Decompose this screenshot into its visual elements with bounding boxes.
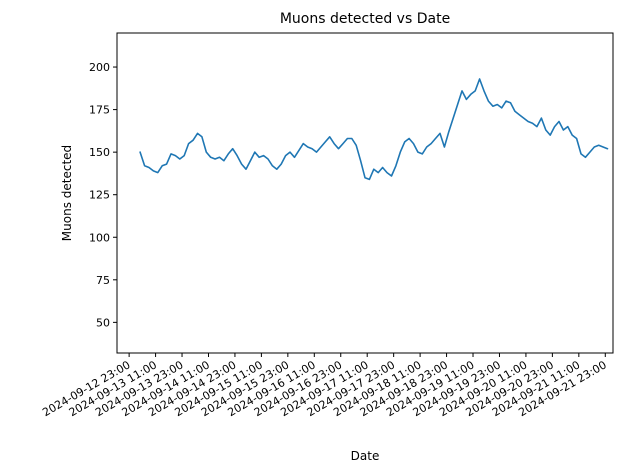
x-axis-label: Date xyxy=(351,449,380,463)
y-tick-label: 175 xyxy=(89,104,110,117)
y-tick-label: 75 xyxy=(96,274,110,287)
y-axis-label: Muons detected xyxy=(60,145,74,241)
y-tick-label: 50 xyxy=(96,316,110,329)
y-tick-label: 100 xyxy=(89,231,110,244)
chart-title: Muons detected vs Date xyxy=(280,11,450,27)
plot-frame xyxy=(116,32,614,354)
y-tick-label: 150 xyxy=(89,146,110,159)
plot-area xyxy=(139,78,609,181)
y-tick-label: 200 xyxy=(89,61,110,74)
y-tick-label: 125 xyxy=(89,189,110,202)
series-line xyxy=(139,78,609,181)
y-axis: 50 75 100 125 150 175 200 xyxy=(89,61,117,329)
